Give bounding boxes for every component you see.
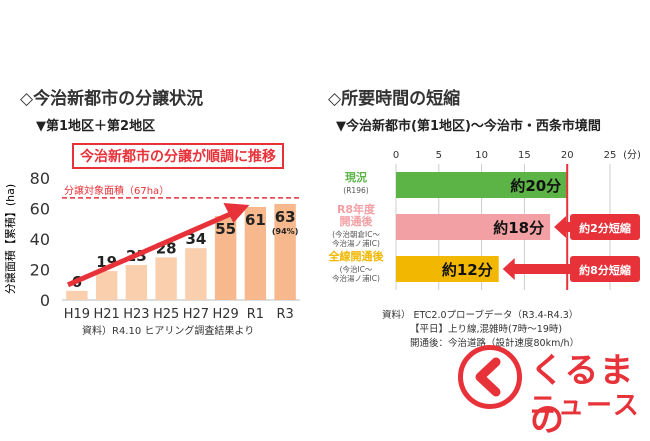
travel-time-bar-chart: 0 5 10 15 20 25 (分) 約20分 現況 (R196) 約18分 R8年度開通後(今治朝… <box>328 149 641 290</box>
left-subtitle: ▼第1地区＋第2地区 <box>36 119 156 134</box>
bar <box>396 256 499 282</box>
logo-text-line2: ニュース <box>530 391 641 421</box>
y-tick-label: 20 <box>30 261 50 280</box>
x-tick-label: 5 <box>436 150 442 161</box>
shortening-callout-label: 約8分短縮 <box>579 263 631 277</box>
right-section-title: ◇所要時間の短縮 <box>328 89 461 109</box>
right-source-line-2: 【平日】上り線,混雑時(7時～19時) <box>410 324 563 335</box>
bar <box>66 290 88 300</box>
shortening-arrow-head <box>554 216 567 238</box>
bar <box>185 248 207 300</box>
y-tick-label: 60 <box>30 200 50 219</box>
category-label: 現況 <box>345 170 367 184</box>
bar <box>396 172 568 198</box>
kuruma-no-news-logo: くるまの ニュース <box>456 341 646 440</box>
category-label: R8年度 <box>337 202 376 216</box>
x-tick-label: 15 <box>518 150 531 161</box>
x-tick-label: R3 <box>276 307 293 322</box>
y-tick-label: 0 <box>40 291 50 310</box>
bar-value-label: 約12分 <box>442 261 493 279</box>
bar-value-label: 約18分 <box>493 219 544 237</box>
x-unit-label: (分) <box>623 149 641 161</box>
bar <box>125 264 148 300</box>
bar <box>214 216 237 300</box>
x-tick-label: 10 <box>475 150 488 161</box>
x-tick-label: H27 <box>183 307 209 322</box>
bar-value-label: 約20分 <box>510 177 561 195</box>
bar <box>396 214 551 240</box>
shortening-callout-box <box>570 256 640 282</box>
x-tick-label: H19 <box>64 307 90 322</box>
category-sub-label: 今治湯ノ浦IC) <box>332 273 380 283</box>
bar-value-label: 34 <box>185 230 206 248</box>
x-tick-label: H21 <box>93 307 119 322</box>
bar-value-label: 61 <box>245 211 266 229</box>
left-source-note: 資料）R4.10 ヒアリング調査結果より <box>82 326 255 337</box>
bar-value-label: 55 <box>215 220 236 238</box>
y-tick-label: 40 <box>30 230 50 249</box>
right-source-line-3: 開通後：今治道路（設計速度80km/h） <box>410 338 580 349</box>
x-tick-label: H23 <box>123 307 149 322</box>
bar <box>95 271 118 300</box>
right-subtitle: ▼今治新都市(第1地区)～今治市・西条市境間 <box>336 119 601 134</box>
category-label: 開通後 <box>340 214 374 228</box>
x-tick-label: 25 <box>604 150 617 161</box>
trend-banner: 今治新都市の分譲が順調に推移 <box>72 143 284 169</box>
shortening-arrow-head <box>502 258 515 280</box>
shortening-callout-label: 約2分短縮 <box>579 221 631 235</box>
x-tick-label: H29 <box>212 307 238 322</box>
bar-value-label: 63 <box>275 208 296 226</box>
logo-icon <box>458 345 522 409</box>
bar-annotation: (94%) <box>272 227 298 236</box>
y-tick-label: 80 <box>30 169 50 188</box>
bar <box>274 203 296 300</box>
x-tick-label: 0 <box>393 150 399 161</box>
right-source-line-1: 資料） ETC2.0プローブデータ（R3.4-R4.3） <box>382 310 579 321</box>
shortening-arrow-shaft <box>510 264 570 274</box>
category-sub-label: (今治朝倉IC～ <box>332 229 380 239</box>
trend-arrow-head <box>223 202 250 223</box>
target-reference-label: 分譲対象面積（67ha） <box>64 184 169 197</box>
left-section-title: ◇今治新都市の分譲状況 <box>20 89 204 109</box>
bar <box>155 257 177 300</box>
shortening-callout-box <box>570 214 640 240</box>
x-tick-label: H25 <box>153 307 179 322</box>
bar <box>244 206 267 300</box>
category-sub-label: 今治湯ノ浦IC) <box>332 238 380 248</box>
category-sub-label: (R196) <box>343 186 368 195</box>
y-axis-label: 分譲面積【累積】(ha) <box>3 184 17 294</box>
x-tick-label: 20 <box>561 150 574 161</box>
trend-arrow-shaft <box>67 208 239 288</box>
category-label: 全線開通後 <box>328 249 385 263</box>
x-tick-label: R1 <box>247 307 264 322</box>
land-sale-bar-chart: 分譲面積【累積】(ha)0204060806H1919H2123H2328H25… <box>3 169 300 322</box>
category-sub-label: (今治IC～ <box>340 264 373 274</box>
